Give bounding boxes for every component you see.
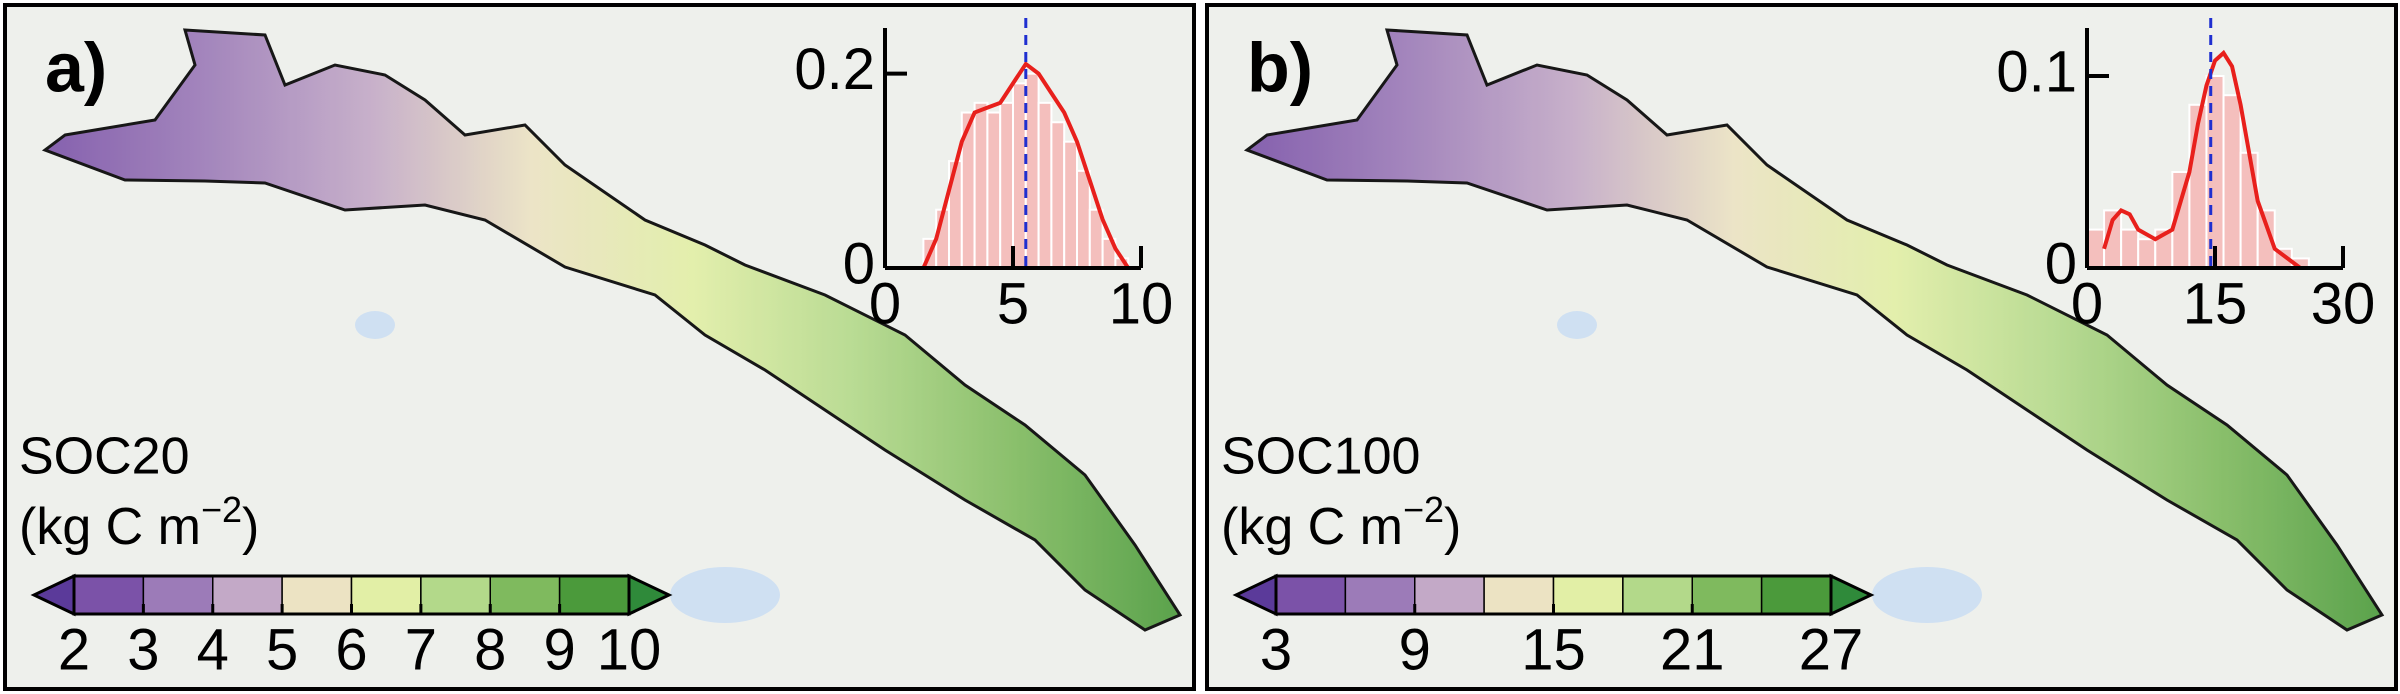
- x-tick-label: 0: [869, 271, 901, 336]
- colorbar-segment: [1760, 575, 1832, 615]
- unit-text: ): [242, 498, 259, 556]
- colorbar-tick-label: 7: [405, 617, 437, 682]
- colorbar-segment: [1275, 575, 1347, 615]
- lake: [1872, 567, 1982, 623]
- colorbar-tick-label: 2: [58, 617, 90, 682]
- colorbar-segment: [212, 575, 283, 615]
- colorbar-tick-label: 21: [1660, 617, 1725, 682]
- y-tick-label: 0: [2045, 231, 2077, 296]
- colorbar-tick-label: 6: [335, 617, 367, 682]
- colorbar-tick-label: 27: [1799, 617, 1864, 682]
- colorbar-tick-label: 15: [1521, 617, 1586, 682]
- y-tick-label: 0.2: [794, 37, 875, 102]
- histogram-bar: [2137, 238, 2157, 269]
- legend-unit: (kg C m−2): [19, 489, 259, 556]
- colorbar-segment: [1691, 575, 1763, 615]
- unit-text: (kg C m: [1221, 498, 1403, 556]
- histogram-bar: [986, 111, 1002, 270]
- lake: [355, 311, 395, 339]
- unit-exponent: −2: [1403, 489, 1444, 530]
- unit-exponent: −2: [201, 489, 242, 530]
- colorbar-tick-label: 4: [197, 617, 229, 682]
- histogram-bar: [1076, 169, 1091, 270]
- x-tick-label: 30: [2311, 271, 2376, 336]
- legend-unit: (kg C m−2): [1221, 489, 1461, 556]
- colorbar-segment: [1552, 575, 1624, 615]
- colorbar-segment: [1483, 575, 1555, 615]
- lake: [1557, 311, 1597, 339]
- histogram-bar: [1037, 101, 1053, 269]
- kde-line: [921, 61, 1130, 270]
- x-tick-label: 15: [2183, 271, 2248, 336]
- colorbar-segment: [281, 575, 353, 615]
- histogram-bar: [2239, 151, 2259, 269]
- unit-text: ): [1444, 498, 1461, 556]
- legend-title: SOC20: [19, 428, 190, 486]
- histogram-bar: [2086, 228, 2106, 270]
- x-tick-label: 10: [1109, 271, 1174, 336]
- histogram-bar: [1024, 72, 1040, 269]
- colorbar-segment: [489, 575, 561, 615]
- colorbar-tick-label: 9: [1399, 617, 1431, 682]
- colorbar-segment: [142, 575, 214, 615]
- colorbar-tick-label: 8: [474, 617, 506, 682]
- panel-label: a): [45, 28, 107, 106]
- y-tick-label: 0: [843, 231, 875, 296]
- study-region: [41, 28, 1183, 632]
- panel-label: b): [1247, 28, 1313, 106]
- lake: [670, 567, 780, 623]
- unit-text: (kg C m: [19, 498, 201, 556]
- colorbar-segment: [1414, 575, 1485, 615]
- study-region: [1243, 28, 2385, 632]
- histogram-bar: [2222, 94, 2242, 269]
- colorbar-tick-label: 5: [266, 617, 298, 682]
- colorbar-tick-label: 3: [127, 617, 159, 682]
- x-tick-label: 5: [997, 271, 1029, 336]
- histogram-bar: [1012, 82, 1027, 269]
- histogram-bar: [2205, 75, 2225, 269]
- kde-line: [2102, 49, 2302, 270]
- y-tick-label: 0.1: [1996, 39, 2077, 104]
- colorbar-tick-label: 9: [543, 617, 575, 682]
- colorbar-tick-label: 10: [597, 617, 662, 682]
- x-tick-label: 0: [2071, 271, 2103, 336]
- colorbar-segment: [73, 575, 145, 615]
- colorbar-segment: [1344, 575, 1416, 615]
- histogram-bar: [1063, 140, 1078, 269]
- colorbar-tick-label: 3: [1260, 617, 1292, 682]
- legend-title: SOC100: [1221, 428, 1420, 486]
- histogram-bar: [2120, 228, 2140, 270]
- histogram-bar: [999, 101, 1015, 269]
- colorbar-segment: [1622, 575, 1693, 615]
- colorbar-segment: [350, 575, 422, 615]
- histogram-bar: [1050, 121, 1066, 270]
- colorbar-segment: [558, 575, 630, 615]
- histogram-bar: [973, 101, 989, 269]
- colorbar-segment: [420, 575, 491, 615]
